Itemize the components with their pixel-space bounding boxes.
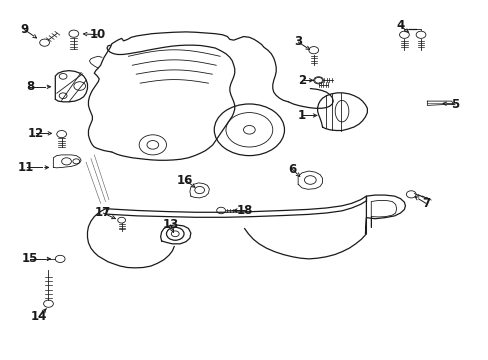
Text: 16: 16 bbox=[177, 174, 193, 186]
Text: 14: 14 bbox=[30, 310, 47, 324]
Text: 4: 4 bbox=[396, 19, 404, 32]
Text: 10: 10 bbox=[90, 28, 106, 41]
Text: 6: 6 bbox=[287, 163, 296, 176]
Text: 1: 1 bbox=[297, 109, 305, 122]
Text: 8: 8 bbox=[26, 80, 34, 93]
Text: 13: 13 bbox=[162, 218, 178, 231]
Text: 15: 15 bbox=[22, 252, 38, 265]
Text: 5: 5 bbox=[450, 98, 458, 111]
Text: 9: 9 bbox=[20, 23, 28, 36]
Text: 17: 17 bbox=[95, 207, 111, 220]
Text: 3: 3 bbox=[293, 35, 302, 49]
Text: 11: 11 bbox=[18, 161, 34, 174]
Text: 2: 2 bbox=[297, 74, 305, 87]
Text: 18: 18 bbox=[236, 204, 252, 217]
Text: 12: 12 bbox=[28, 127, 44, 140]
Text: 7: 7 bbox=[421, 197, 429, 210]
